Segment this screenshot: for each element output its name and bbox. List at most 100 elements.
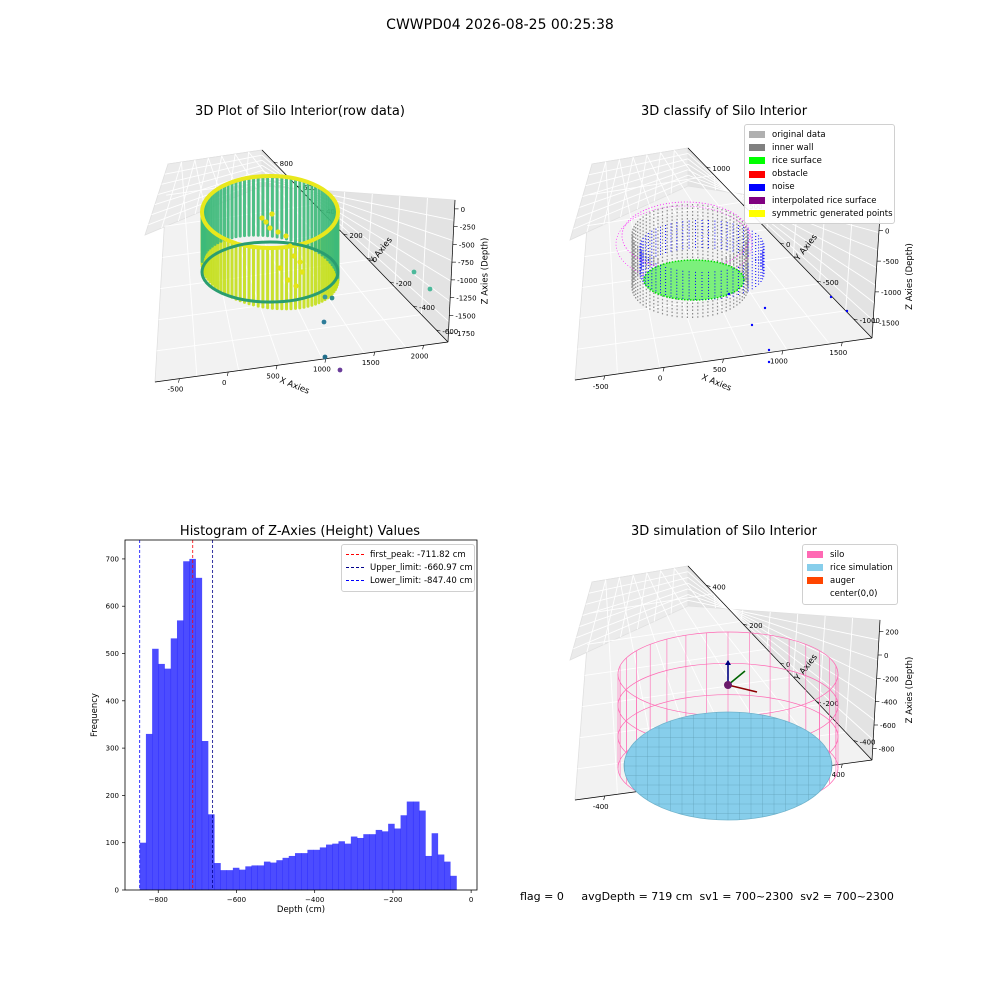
raw-x-tick	[373, 351, 376, 357]
classify-legend-entry: inner wall	[749, 141, 890, 154]
sim-y-tick	[743, 623, 748, 626]
cls-y-tick-label: -500	[823, 279, 839, 287]
raw-outlier-point	[329, 295, 335, 301]
classify-legend-label: rice surface	[772, 155, 822, 166]
sim-grid	[572, 599, 689, 650]
raw-x-tick	[178, 378, 180, 383]
sim-z-tick-label: 0	[884, 652, 888, 660]
sim-grid	[582, 582, 689, 616]
histogram-bar	[158, 663, 165, 890]
cls-y-tick	[853, 318, 858, 321]
classify-point-cloud	[615, 201, 765, 320]
simulation-auger-arrowhead	[725, 660, 731, 665]
raw-z-axis-line	[447, 199, 456, 343]
raw-y-tick	[436, 329, 441, 332]
sim-grid	[766, 611, 771, 650]
classify-legend-entry: interpolated rice surface	[749, 194, 890, 207]
histogram-bar	[170, 638, 178, 890]
cls-y-tick	[779, 242, 785, 245]
histogram-y-tick-label: 200	[106, 792, 119, 800]
classify-legend-entry: original data	[749, 128, 890, 141]
classify-legend-swatch	[749, 144, 765, 152]
raw-grid	[394, 195, 401, 288]
cls-grid	[588, 152, 689, 176]
sim-z-tick-label: -600	[880, 722, 896, 730]
classify-legend-label: noise	[772, 182, 795, 193]
simulation-legend-label: rice simulation	[830, 562, 893, 573]
histogram-bar	[412, 801, 420, 890]
sim-grid	[687, 588, 877, 681]
sim-y-tick	[706, 585, 711, 587]
histogram-bar	[176, 620, 184, 890]
raw-grid	[367, 193, 373, 260]
simulation-legend-label: center(0,0)	[830, 589, 878, 600]
status-readout: flag = 0 avgDepth = 719 cm sv1 = 700~230…	[520, 890, 894, 903]
classify-rice-surface	[643, 259, 745, 301]
histogram-bar	[450, 875, 457, 890]
histogram-bar	[251, 865, 259, 890]
histogram-bar	[270, 862, 277, 890]
raw-z-tick-label: -750	[458, 259, 474, 267]
histogram-bar	[319, 847, 327, 890]
sim-grid	[587, 620, 741, 645]
raw-grid	[228, 153, 236, 201]
sim-x-tick-label: 400	[832, 771, 845, 779]
sim-grid	[845, 617, 854, 733]
raw-x-tick-label: 1500	[362, 359, 380, 367]
raw-point	[267, 225, 273, 231]
sim-y-tick	[779, 662, 785, 665]
sim-grid	[670, 568, 675, 614]
raw-z-tick-label: -1250	[456, 295, 476, 303]
cls-z-tick-label: -1000	[881, 289, 901, 297]
raw-y-tick	[343, 233, 348, 236]
histogram-bar	[313, 849, 321, 890]
raw-point	[297, 259, 303, 265]
histogram-x-tick-label: −800	[149, 896, 168, 904]
raw-x-axis-label: X Axies	[278, 376, 311, 397]
histogram-y-tick-label: 400	[106, 697, 119, 705]
raw-grid	[341, 191, 346, 233]
histogram-bar	[338, 841, 345, 890]
raw-y-tick-label: 0	[373, 256, 377, 264]
raw-grid	[261, 175, 454, 241]
simulation-3d-plot: -400-2000200400-400-20002004002000-200-4…	[569, 564, 915, 821]
simulation-legend-label: auger	[830, 575, 855, 586]
histogram-y-axis-label: Frequency	[90, 693, 100, 737]
classify-legend-label: interpolated rice surface	[772, 195, 877, 206]
classify-legend-label: original data	[772, 129, 826, 140]
histogram-bar	[239, 869, 246, 890]
sim-grid	[585, 576, 689, 605]
simulation-legend-label: silo	[830, 549, 845, 560]
histogram-bar	[419, 810, 426, 890]
sim-y-tick	[816, 701, 821, 704]
histogram-bar	[369, 834, 376, 890]
histogram-title: Histogram of Z-Axies (Height) Values	[179, 524, 421, 539]
cls-grid	[587, 201, 741, 227]
histogram-bar	[444, 861, 451, 890]
simulation-legend-swatch	[807, 564, 823, 572]
cls-grid	[605, 161, 618, 375]
raw-grid	[158, 164, 263, 195]
histogram-bar	[152, 648, 159, 890]
histogram-y-tick-label: 300	[106, 745, 119, 753]
histogram-bar	[145, 733, 153, 890]
cls-x-tick	[781, 350, 784, 355]
raw-y-axis-line	[261, 149, 449, 343]
classify-noise-point	[763, 306, 767, 310]
classify-legend-swatch	[749, 210, 765, 218]
raw-x-axis-line	[154, 341, 449, 383]
histogram-bar	[189, 558, 196, 890]
histogram-bar	[381, 831, 389, 890]
raw-outlier-point	[322, 294, 328, 300]
classify-noise-point	[727, 292, 731, 296]
classify-legend-entry: obstacle	[749, 168, 890, 181]
raw-point	[299, 269, 305, 275]
raw-z-tick-label: -1000	[457, 277, 477, 285]
cls-y-tick	[816, 280, 821, 283]
cls-grid	[582, 163, 689, 198]
classify-legend-entry: noise	[749, 181, 890, 194]
sim-grid	[792, 613, 799, 677]
histogram-x-tick-label: 0	[469, 896, 473, 904]
cls-x-tick-label: 1500	[829, 349, 847, 357]
histogram-bar	[282, 857, 290, 890]
